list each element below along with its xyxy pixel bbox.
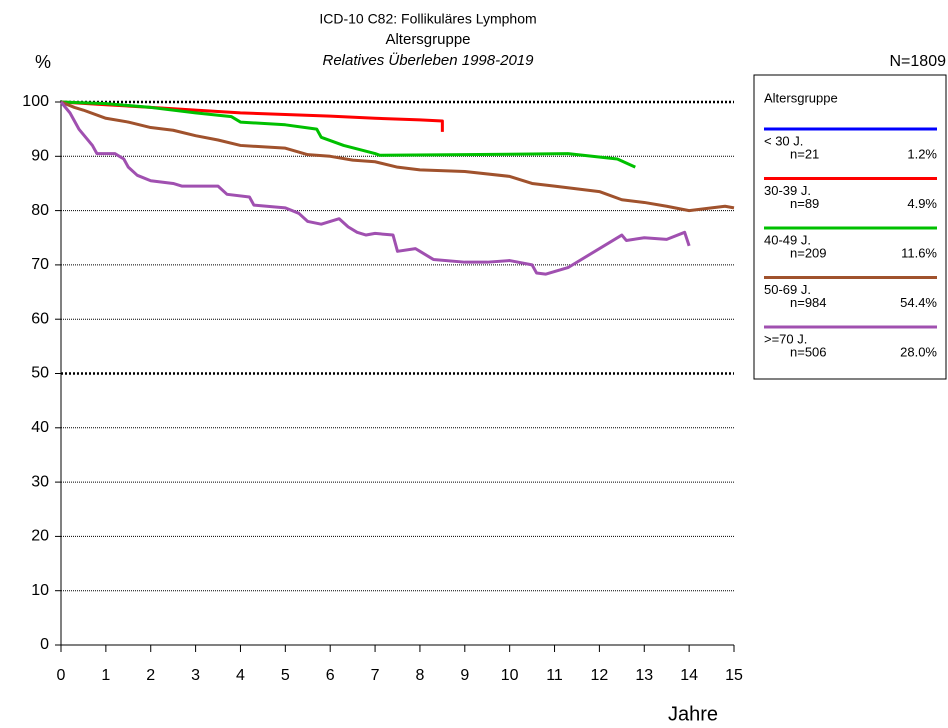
- y-tick-label: 30: [31, 473, 49, 490]
- y-tick-label: 100: [22, 93, 49, 110]
- survival-line: [60, 100, 636, 169]
- x-tick-label: 3: [191, 667, 200, 684]
- y-tick-label: 60: [31, 310, 49, 327]
- x-tick-label: 7: [371, 667, 380, 684]
- legend-count: n=984: [790, 295, 827, 310]
- legend-count: n=89: [790, 196, 819, 211]
- legend-label: < 30 J.: [764, 133, 803, 148]
- x-tick-label: 6: [326, 667, 335, 684]
- y-tick-label: 40: [31, 419, 49, 436]
- legend-label: 30-39 J.: [764, 183, 811, 198]
- x-tick-label: 4: [236, 667, 245, 684]
- x-tick-label: 0: [57, 667, 66, 684]
- x-tick-label: 5: [281, 667, 290, 684]
- legend-label: 50-69 J.: [764, 282, 811, 297]
- survival-line: [60, 100, 444, 132]
- x-tick-label: 1: [101, 667, 110, 684]
- legend-count: n=209: [790, 245, 827, 260]
- x-tick-label: 14: [680, 667, 698, 684]
- legend-share: 11.6%: [901, 245, 937, 260]
- y-tick-label: 50: [31, 365, 49, 382]
- legend-count: n=21: [790, 146, 819, 161]
- x-tick-label: 2: [146, 667, 155, 684]
- y-tick-label: 20: [31, 528, 49, 545]
- x-axis-label: Jahre: [668, 703, 718, 725]
- survival-line: [60, 100, 735, 213]
- legend-label: >=70 J.: [764, 331, 807, 346]
- total-count: N=1809: [890, 53, 947, 70]
- x-tick-label: 15: [725, 667, 743, 684]
- y-tick-label: 80: [31, 202, 49, 219]
- x-tick-label: 13: [635, 667, 653, 684]
- legend-box: [753, 74, 947, 380]
- survival-line: [59, 101, 691, 276]
- legend-share: 54.4%: [900, 295, 937, 310]
- y-axis-label: %: [35, 52, 51, 72]
- chart-subtitle: Relatives Überleben 1998-2019: [323, 51, 535, 69]
- legend-count: n=506: [790, 344, 827, 359]
- legend-label: 40-49 J.: [764, 232, 811, 247]
- legend-share: 1.2%: [907, 146, 937, 161]
- legend-title: Altersgruppe: [764, 90, 838, 105]
- y-tick-label: 90: [31, 148, 49, 165]
- x-tick-label: 8: [415, 667, 424, 684]
- legend-share: 4.9%: [907, 196, 937, 211]
- x-tick-label: 12: [591, 667, 609, 684]
- y-tick-label: 0: [40, 636, 49, 653]
- y-tick-label: 70: [31, 256, 49, 273]
- chart-subtitle: Altersgruppe: [385, 31, 470, 48]
- x-tick-label: 9: [460, 667, 469, 684]
- x-tick-label: 11: [546, 667, 563, 684]
- y-tick-label: 10: [31, 582, 49, 599]
- chart-title: ICD-10 C82: Follikuläres Lymphom: [319, 11, 536, 27]
- legend-share: 28.0%: [900, 344, 937, 359]
- x-tick-label: 10: [501, 667, 519, 684]
